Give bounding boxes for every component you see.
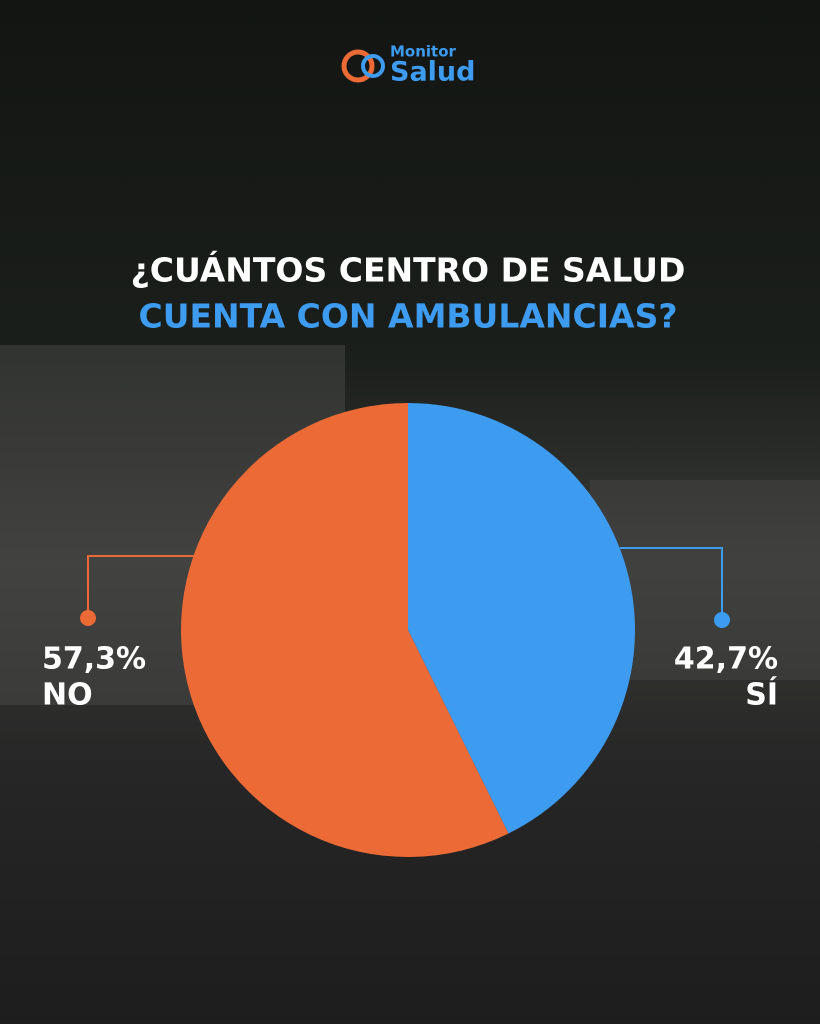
logo-text: Salud xyxy=(390,57,475,88)
value-label: 42,7% xyxy=(674,642,778,677)
pie-slice xyxy=(180,403,509,857)
category-label: NO xyxy=(42,678,93,713)
leader-line xyxy=(620,547,723,620)
chart-subtitle: CUENTA CON AMBULANCIAS? xyxy=(139,297,678,336)
leader-line xyxy=(87,555,195,618)
pie-slice xyxy=(408,403,635,834)
logo-icon xyxy=(341,49,375,83)
logo-text: Monitor xyxy=(390,43,457,61)
leader-dot xyxy=(80,610,96,626)
chart-title: ¿CUÁNTOS CENTRO DE SALUD xyxy=(131,250,686,290)
logo-icon xyxy=(361,54,385,78)
value-label: 57,3% xyxy=(42,642,146,677)
category-label: SÍ xyxy=(745,677,778,713)
logo: Monitor Salud xyxy=(341,43,475,88)
leader-dot xyxy=(714,612,730,628)
